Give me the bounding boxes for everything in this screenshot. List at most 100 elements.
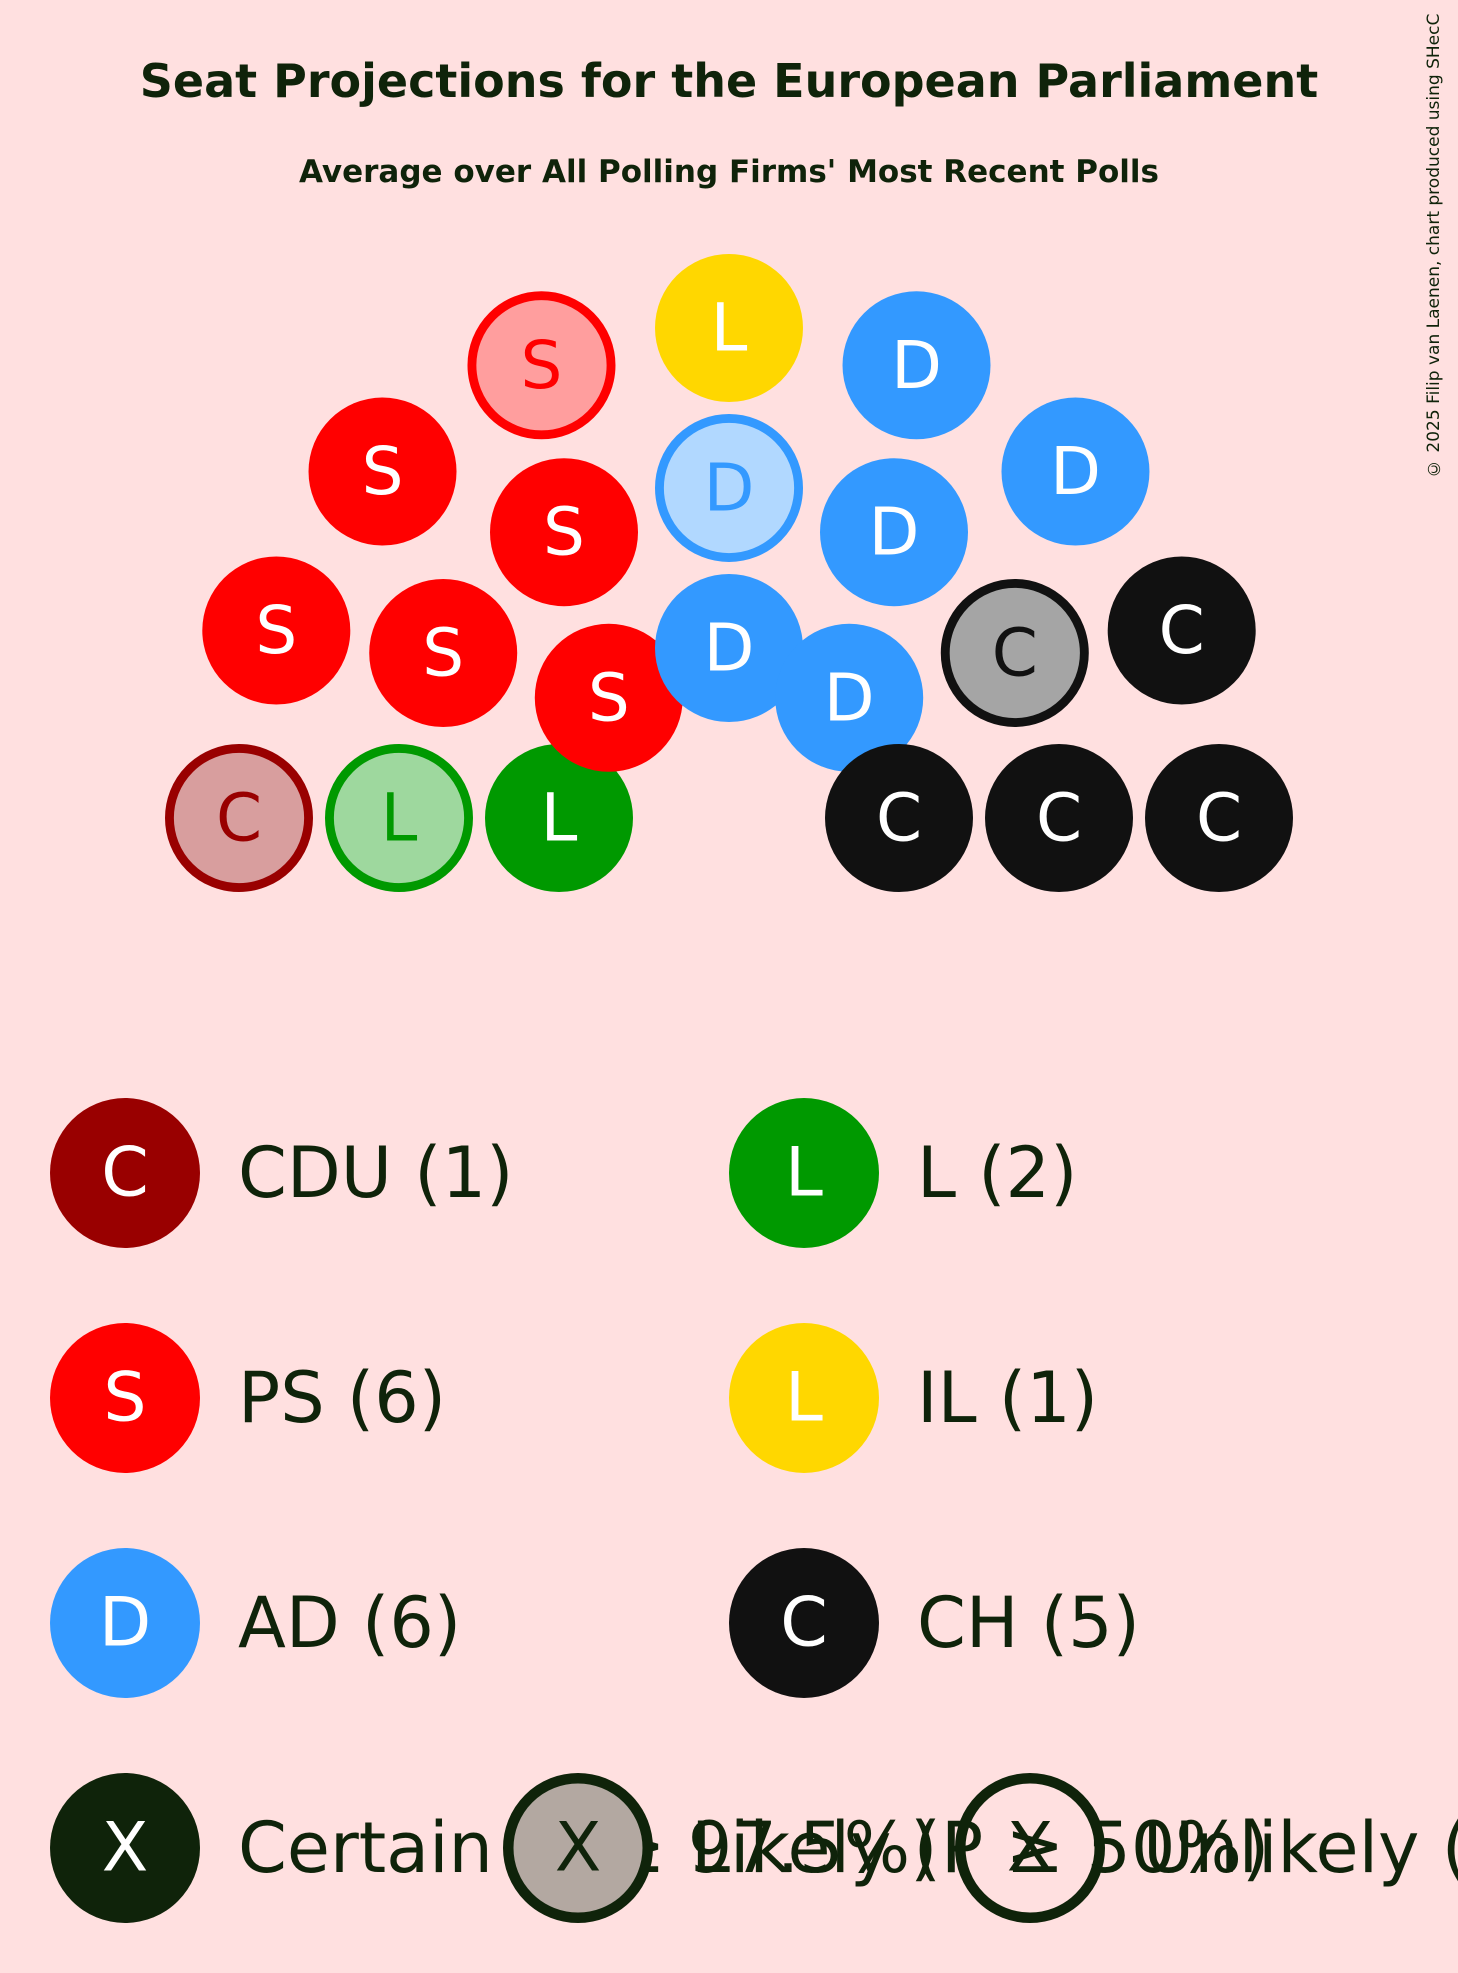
legend-cdu-label: CDU (1)	[238, 1132, 513, 1214]
seat-ps-4-circle	[369, 579, 518, 727]
party-legend: C CDU (1) L L (2) S PS (6) L IL (1) D AD (6) C CH (…	[50, 1098, 1140, 1698]
seat-ps-5-circle	[308, 397, 457, 546]
seat-l-2: L	[485, 744, 633, 892]
seat-ch-19-letter: C	[1036, 780, 1082, 857]
seat-ch-16: C	[940, 579, 1089, 727]
seat-ps-8-circle	[467, 291, 616, 440]
legend-ch-label: CH (5)	[917, 1582, 1140, 1664]
seat-cdu-0-circle	[165, 744, 313, 892]
seat-ch-18-letter: C	[1196, 780, 1242, 857]
seat-ch-20-letter: C	[876, 780, 922, 857]
seat-ad-15: D	[775, 623, 924, 772]
seat-l-1-circle	[325, 744, 473, 892]
legend-ch-marker: C	[729, 1548, 879, 1698]
seat-ch-19: C	[985, 744, 1133, 892]
seat-ad-12: D	[842, 291, 991, 440]
status-likely-marker	[503, 1773, 653, 1923]
seat-ps-3: S	[202, 556, 351, 705]
seat-ad-10-circle	[655, 414, 803, 562]
legend-ch-marker-circle	[729, 1548, 879, 1698]
seat-ch-16-letter: C	[992, 615, 1038, 692]
status-unlikely-label: Unlikely (P < 50%)	[1143, 1807, 1458, 1889]
seat-ps-8: S	[467, 291, 616, 440]
status-unlikely-letter: X	[1007, 1809, 1054, 1888]
seat-ad-12-circle	[842, 291, 991, 440]
seat-il-9-letter: L	[711, 290, 748, 367]
legend-ad-label: AD (6)	[238, 1582, 461, 1664]
seat-ad-12-letter: D	[891, 327, 942, 404]
seat-cdu-0-letter: C	[216, 780, 262, 857]
seat-ps-8-letter: S	[521, 327, 563, 404]
seat-ad-14-circle	[1001, 397, 1150, 546]
chart-subtitle: Average over All Polling Firms' Most Rec…	[299, 154, 1159, 190]
legend-l-marker: L	[729, 1098, 879, 1248]
legend-ps-label: PS (6)	[238, 1357, 446, 1439]
seat-ad-13-letter: D	[869, 494, 920, 571]
status-certain-letter: X	[102, 1809, 149, 1888]
seat-ps-5: S	[308, 397, 457, 546]
seat-ps-7-circle	[490, 458, 638, 607]
seat-ad-13: D	[820, 458, 968, 607]
legend-l-marker-letter: L	[785, 1134, 823, 1213]
seat-ad-15-circle	[775, 623, 924, 772]
seat-l-2-letter: L	[541, 780, 578, 857]
seat-ad-11: D	[655, 574, 803, 722]
seat-ad-13-circle	[820, 458, 968, 607]
seat-ps-7: S	[490, 458, 638, 607]
legend-cdu-marker-letter: C	[101, 1134, 148, 1213]
seat-ad-10: D	[655, 414, 803, 562]
seat-ps-3-circle	[202, 556, 351, 705]
copyright-note: © 2025 Filip van Laenen, chart produced …	[1424, 13, 1444, 478]
seat-ad-14: D	[1001, 397, 1150, 546]
seat-ch-17-letter: C	[1159, 592, 1205, 669]
legend-ps-marker-letter: S	[103, 1359, 146, 1438]
seat-ch-20: C	[825, 744, 973, 892]
seat-l-2-circle	[485, 744, 633, 892]
seat-il-9-circle	[655, 254, 803, 402]
seat-ps-6-letter: S	[588, 659, 630, 736]
seat-l-1-letter: L	[381, 780, 418, 857]
legend-il-marker: L	[729, 1323, 879, 1473]
seat-ps-5-letter: S	[362, 433, 404, 510]
seat-ps-4-letter: S	[422, 615, 464, 692]
legend-il-label: IL (1)	[917, 1357, 1098, 1439]
seat-l-1: L	[325, 744, 473, 892]
seat-ad-14-letter: D	[1050, 433, 1101, 510]
status-certain-marker	[50, 1773, 200, 1923]
legend-il-marker-circle	[729, 1323, 879, 1473]
seat-ch-16-circle	[940, 579, 1089, 727]
legend-cdu-marker-circle	[50, 1098, 200, 1248]
status-likely-letter: X	[555, 1809, 602, 1888]
seat-ad-10-letter: D	[704, 450, 755, 527]
seat-ch-17: C	[1107, 556, 1256, 705]
status-likely-label: Likely (P ≥ 50%)	[691, 1807, 1269, 1889]
seat-ad-11-circle	[655, 574, 803, 722]
legend-ad-marker: D	[50, 1548, 200, 1698]
seat-ch-18-circle	[1145, 744, 1293, 892]
status-unlikely-marker	[955, 1773, 1105, 1923]
legend-il-marker-letter: L	[785, 1359, 823, 1438]
seat-ps-6-circle	[534, 623, 683, 772]
seat-ad-15-letter: D	[824, 659, 875, 736]
legend-ad-marker-letter: D	[99, 1584, 151, 1663]
seat-ch-17-circle	[1107, 556, 1256, 705]
chart-title: Seat Projections for the European Parlia…	[140, 54, 1318, 108]
seat-ps-4: S	[369, 579, 518, 727]
legend-ch-marker-letter: C	[780, 1584, 827, 1663]
seat-ch-18: C	[1145, 744, 1293, 892]
seat-ps-6: S	[534, 623, 683, 772]
legend-l-label: L (2)	[917, 1132, 1077, 1214]
seat-il-9: L	[655, 254, 803, 402]
legend-ad-marker-circle	[50, 1548, 200, 1698]
seat-cdu-0: C	[165, 744, 313, 892]
seat-ps-7-letter: S	[543, 494, 585, 571]
legend-ps-marker-circle	[50, 1323, 200, 1473]
seat-ad-11-letter: D	[704, 610, 755, 687]
legend-l-marker-circle	[729, 1098, 879, 1248]
seat-ch-19-circle	[985, 744, 1133, 892]
seat-ps-3-letter: S	[255, 592, 297, 669]
legend-cdu-marker: C	[50, 1098, 200, 1248]
